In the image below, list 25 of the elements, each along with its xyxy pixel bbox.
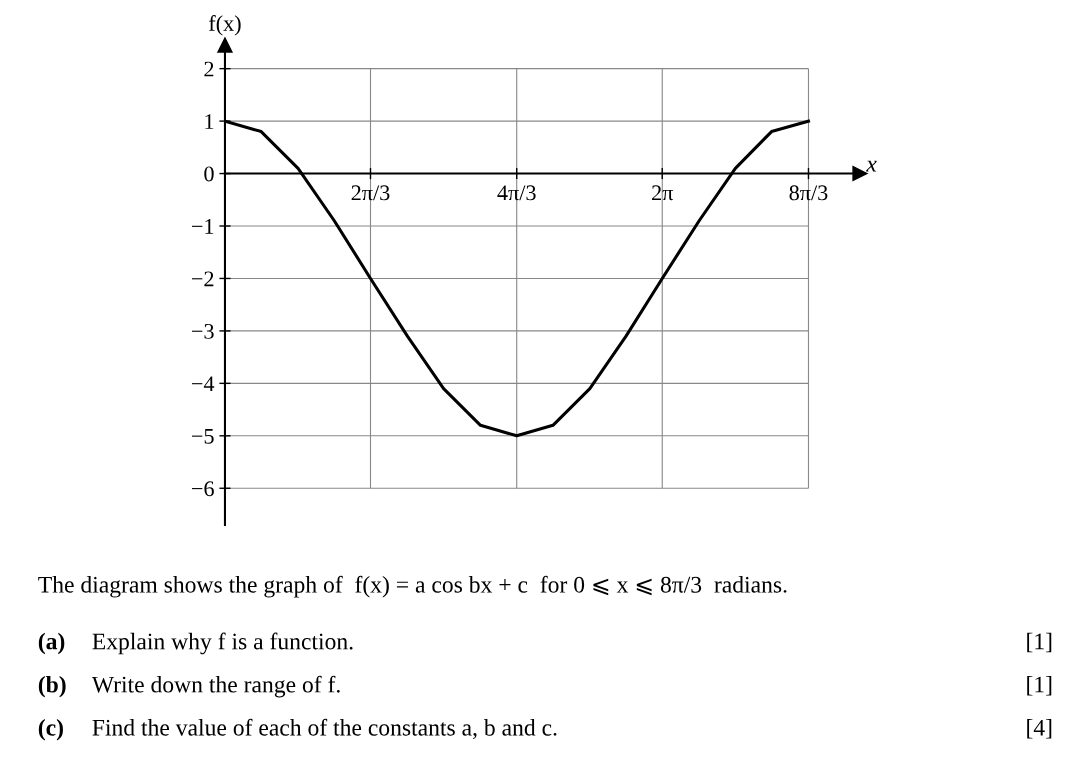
x-tick-label: 4π/3 (497, 185, 536, 201)
x-axis-title: x (866, 160, 877, 172)
y-tick-label: −1 (192, 219, 214, 234)
y-tick-label: 2 (204, 61, 214, 77)
text: Write down the range of f. (91, 675, 340, 698)
y-tick-label: −3 (192, 323, 214, 339)
text: (c) (38, 719, 63, 741)
y-tick-label: 0 (204, 166, 214, 182)
text: [4] (1027, 719, 1052, 739)
text: [1] (1027, 675, 1052, 696)
text: Explain why f is a function. (92, 632, 353, 655)
y-axis-title: f(x) (208, 15, 241, 36)
y-tick-label: −2 (192, 271, 214, 287)
text: (b) (38, 675, 66, 698)
x-tick-label: 2π (652, 185, 674, 201)
y-tick-label: −4 (192, 376, 215, 392)
text: The diagram shows the graph of f(x) = a cos bx + c for 0 ⩽ x ⩽ 8π/3 radians. (38, 575, 787, 598)
x-tick-label: 2π/3 (351, 185, 390, 201)
x-tick-label: 8π/3 (789, 185, 828, 201)
y-tick-label: −5 (192, 428, 214, 444)
text: [1] (1027, 632, 1052, 653)
text: Find the value of each of the constants a, b and c. (92, 718, 557, 740)
y-tick-label: −6 (192, 481, 214, 497)
y-tick-label: 1 (205, 114, 214, 129)
text: (a) (38, 632, 65, 655)
